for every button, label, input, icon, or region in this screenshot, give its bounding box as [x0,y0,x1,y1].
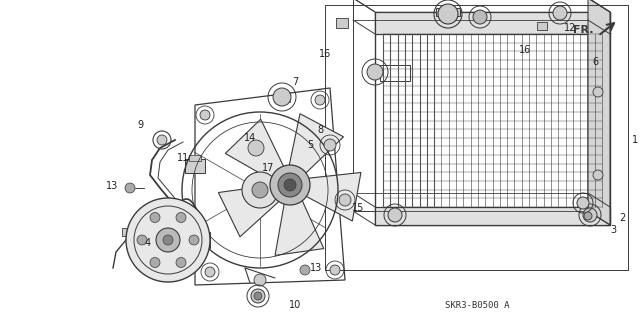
Polygon shape [289,114,344,173]
Bar [375,12,610,34]
Circle shape [577,197,589,209]
Text: 17: 17 [262,163,274,173]
Text: 5: 5 [307,140,313,150]
Bar [189,155,201,161]
Text: 4: 4 [145,238,151,248]
Bar [375,12,610,225]
Circle shape [553,6,567,20]
Polygon shape [307,173,361,221]
Polygon shape [225,119,284,180]
Bar [250,144,262,152]
Text: 14: 14 [244,133,256,143]
Circle shape [200,110,210,120]
Circle shape [584,212,592,220]
Text: 8: 8 [317,125,323,135]
Circle shape [273,88,291,106]
Text: 16: 16 [319,49,331,59]
Circle shape [324,139,336,151]
Bar [353,0,588,20]
Bar [274,92,290,102]
Bar [436,8,460,16]
Text: 10: 10 [289,300,301,310]
Text: 12: 12 [564,23,576,33]
Circle shape [315,95,325,105]
Circle shape [593,87,603,97]
Bar [198,232,210,248]
Circle shape [254,274,266,286]
Bar [375,207,610,225]
Text: 16: 16 [519,45,531,55]
Polygon shape [275,201,324,256]
Circle shape [205,267,215,277]
Text: 13: 13 [106,181,118,191]
Bar [122,228,132,236]
Circle shape [252,182,268,198]
Circle shape [339,194,351,206]
Circle shape [126,198,210,282]
Circle shape [176,212,186,222]
Bar [353,193,588,211]
Circle shape [284,179,296,191]
Circle shape [388,208,402,222]
Text: FR.: FR. [573,25,594,35]
Text: 3: 3 [610,225,616,235]
Circle shape [254,292,262,300]
Circle shape [270,165,310,205]
Circle shape [367,64,383,80]
Text: 1: 1 [632,135,638,145]
Circle shape [176,257,186,268]
Text: 6: 6 [592,57,598,67]
Circle shape [242,172,278,208]
Circle shape [137,235,147,245]
Text: 11: 11 [177,153,189,163]
Text: 9: 9 [137,120,143,130]
Bar [353,0,588,211]
Text: 13: 13 [310,263,322,273]
Text: 7: 7 [292,77,298,87]
Circle shape [248,140,264,156]
Circle shape [593,170,603,180]
Circle shape [189,235,199,245]
Bar [185,159,205,173]
Circle shape [278,173,302,197]
Polygon shape [588,0,610,225]
Circle shape [163,235,173,245]
Bar [126,232,138,248]
Circle shape [473,10,487,24]
Circle shape [438,4,458,24]
Circle shape [150,212,160,222]
Circle shape [583,208,597,222]
Circle shape [156,228,180,252]
Bar [380,65,410,81]
Circle shape [125,183,135,193]
Text: 15: 15 [352,203,364,213]
Polygon shape [195,88,345,285]
Circle shape [150,257,160,268]
Text: SKR3-B0500 A: SKR3-B0500 A [445,301,509,310]
Circle shape [300,265,310,275]
Circle shape [157,135,167,145]
Circle shape [330,265,340,275]
Text: 2: 2 [619,213,625,223]
Circle shape [251,289,265,303]
Bar [537,22,547,30]
Bar [336,18,348,28]
Polygon shape [218,185,279,237]
